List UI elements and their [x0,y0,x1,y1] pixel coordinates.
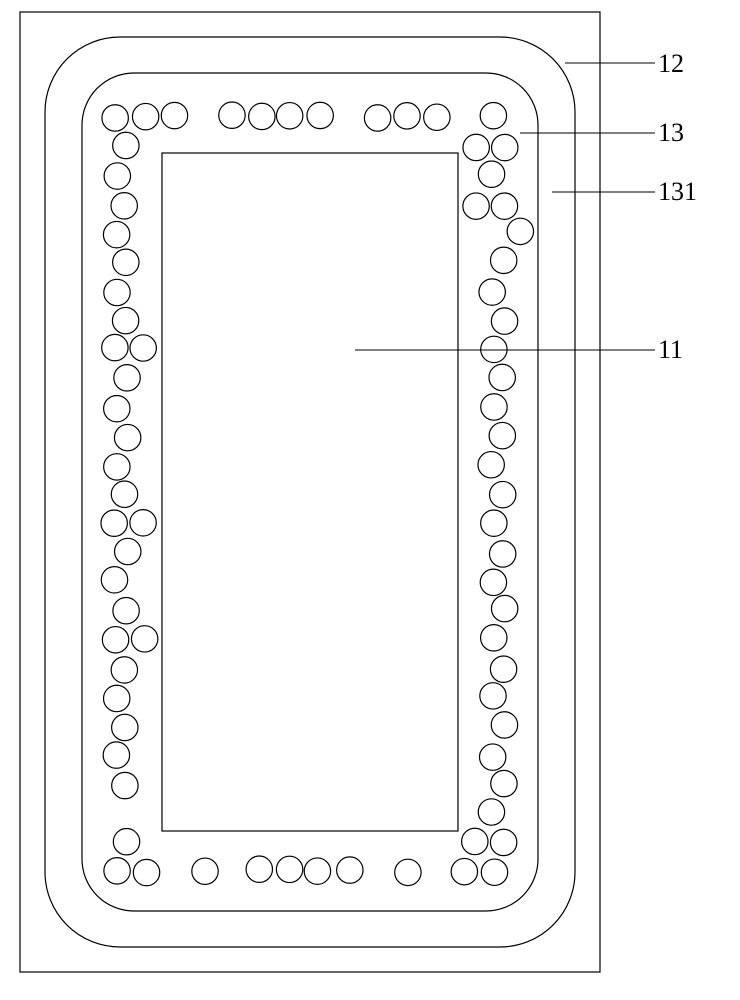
dot-131 [102,627,128,653]
dot-131 [479,279,505,305]
dot-131 [192,858,218,884]
dot-131 [489,422,515,448]
dot-131 [112,772,138,798]
dot-131 [337,857,363,883]
dot-131 [104,454,130,480]
dot-131 [364,105,390,131]
dot-131 [490,481,516,507]
dot-131 [112,714,138,740]
dot-131 [104,395,130,421]
dot-131 [492,134,518,160]
dot-131 [489,364,515,390]
dot-131 [491,595,517,621]
dot-131 [104,279,130,305]
label-11: 11 [658,335,683,365]
dot-field-131 [101,102,534,886]
dot-131 [463,134,489,160]
inner-rect-11 [162,153,458,831]
dot-131 [481,625,507,651]
dot-131 [103,742,129,768]
dot-131 [219,102,245,128]
dot-131 [307,102,333,128]
dot-131 [102,105,128,131]
dot-131 [394,103,420,129]
dot-131 [132,103,158,129]
dot-131 [490,247,516,273]
dot-131 [304,858,330,884]
dot-131 [479,744,505,770]
dot-131 [104,858,130,884]
dot-131 [249,103,275,129]
dot-131 [101,567,127,593]
dot-131 [101,510,127,536]
dot-131 [115,538,141,564]
dot-131 [111,481,137,507]
dot-131 [113,829,139,855]
dot-131 [102,334,128,360]
dot-131 [246,856,272,882]
dot-131 [491,712,517,738]
dot-131 [133,859,159,885]
dot-131 [481,336,507,362]
label-12: 12 [658,49,684,79]
dot-131 [111,193,137,219]
dot-131 [113,598,139,624]
dot-131 [480,569,506,595]
diagram-svg [0,0,740,1000]
dot-131 [104,163,130,189]
dot-131 [507,218,533,244]
dot-131 [395,859,421,885]
dot-131 [130,510,156,536]
dot-131 [481,510,507,536]
dot-131 [491,193,517,219]
rounded-rect-13 [82,73,538,911]
dot-131 [114,365,140,391]
dot-131 [489,541,515,567]
dot-131 [480,683,506,709]
dot-131 [103,221,129,247]
dot-131 [478,799,504,825]
dot-131 [491,308,517,334]
dot-131 [462,828,488,854]
dot-131 [478,452,504,478]
label-13: 13 [658,118,684,148]
label-131: 131 [658,177,697,207]
dot-131 [104,685,130,711]
outer-page-rect [20,12,600,972]
dot-131 [111,657,137,683]
dot-131 [490,829,516,855]
dot-131 [480,102,506,128]
dot-131 [481,859,507,885]
rounded-rect-12 [45,37,575,947]
dot-131 [491,770,517,796]
dot-131 [113,249,139,275]
dot-131 [131,626,157,652]
dot-131 [130,335,156,361]
dot-131 [424,104,450,130]
dot-131 [112,307,138,333]
dot-131 [114,424,140,450]
dot-131 [451,858,477,884]
dot-131 [161,102,187,128]
dot-131 [478,161,504,187]
dot-131 [276,103,302,129]
dot-131 [276,856,302,882]
dot-131 [463,193,489,219]
dot-131 [481,394,507,420]
dot-131 [113,132,139,158]
dot-131 [490,656,516,682]
